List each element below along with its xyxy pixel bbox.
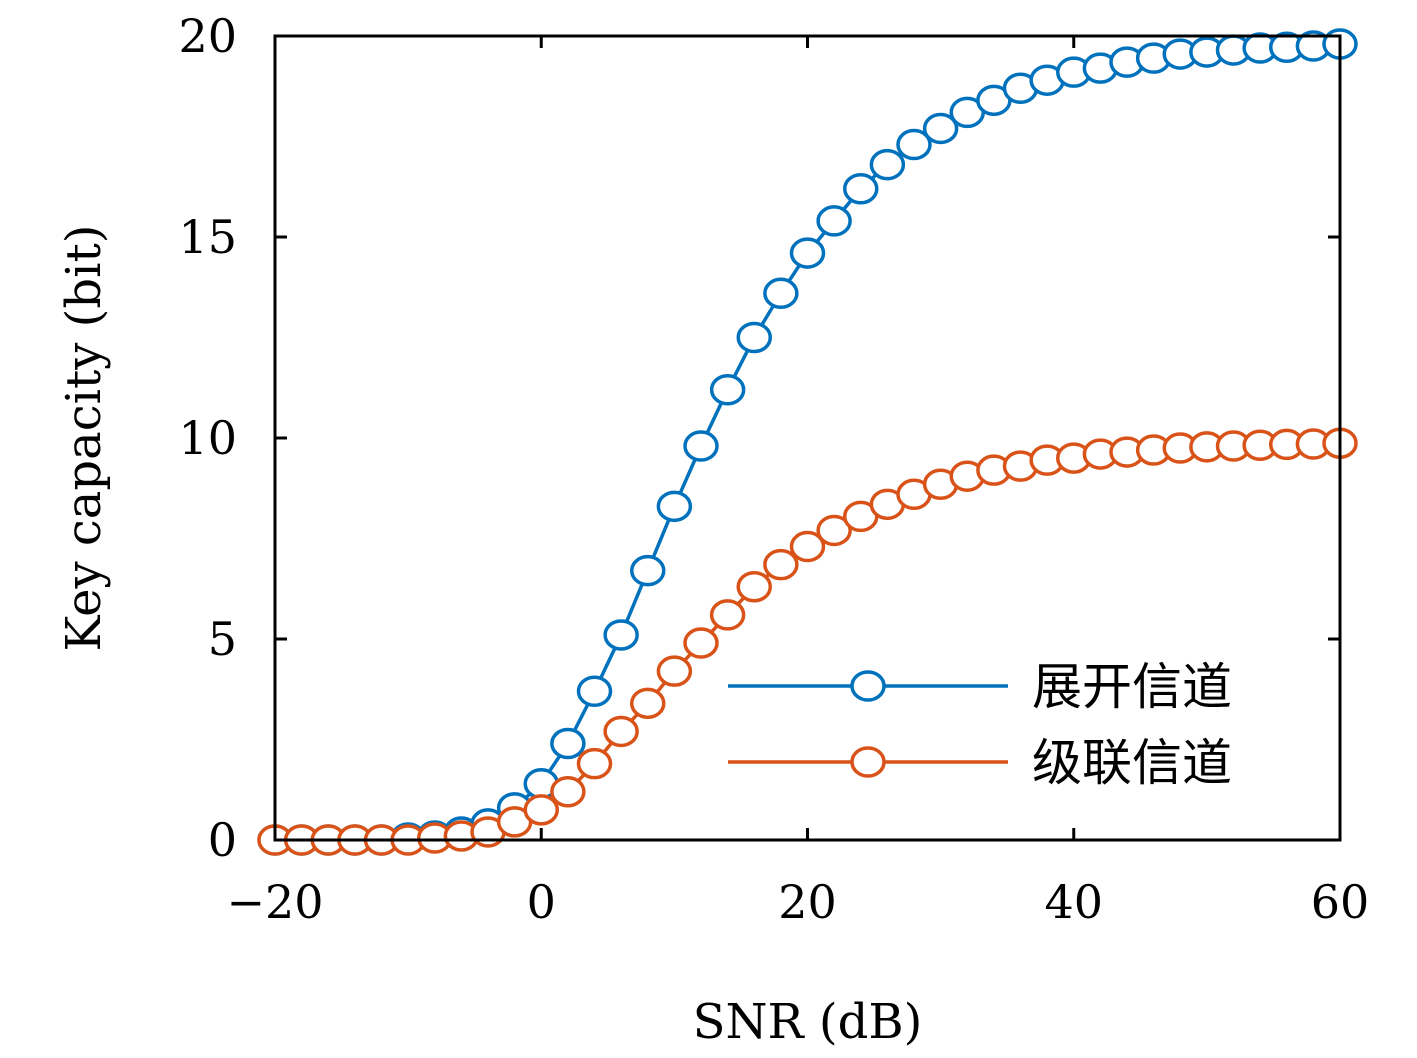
legend-label: 展开信道 <box>1032 658 1232 716</box>
data-point <box>656 490 693 523</box>
data-point <box>550 776 586 808</box>
data-point <box>816 205 852 237</box>
y-tick-label: 20 <box>178 9 237 63</box>
y-tick-label: 5 <box>208 612 237 666</box>
data-point <box>709 599 746 631</box>
x-axis-title: SNR (dB) <box>693 994 923 1050</box>
data-point <box>576 747 613 780</box>
data-point <box>630 554 666 587</box>
data-point <box>869 148 906 181</box>
x-axis: −20 0 20 40 60 <box>226 36 1369 929</box>
data-point <box>789 530 826 563</box>
x-tick-label: 60 <box>1311 875 1370 929</box>
data-point <box>683 627 719 659</box>
legend-label: 级联信道 <box>1032 734 1232 792</box>
data-point <box>736 321 772 354</box>
data-point <box>736 570 772 603</box>
x-tick-label: 40 <box>1044 875 1103 929</box>
data-point <box>896 128 932 161</box>
data-point <box>789 237 826 269</box>
legend-marker <box>850 670 886 702</box>
y-tick-label: 0 <box>208 813 237 867</box>
y-axis: 0 5 10 15 20 <box>178 9 1340 867</box>
y-tick-label: 15 <box>178 210 237 264</box>
series-layer <box>257 28 1358 856</box>
series-2 <box>257 427 1358 856</box>
plot-frame <box>273 34 1342 842</box>
data-point <box>550 727 586 760</box>
data-point <box>656 655 693 687</box>
data-point <box>709 374 746 406</box>
data-point <box>523 794 559 826</box>
x-tick-label: 20 <box>778 875 837 929</box>
data-point <box>630 687 666 720</box>
data-point <box>683 430 719 462</box>
data-point <box>576 675 613 708</box>
x-tick-label: 0 <box>527 875 556 929</box>
legend-item: 级联信道 <box>728 734 1232 792</box>
x-tick-label: −20 <box>226 875 323 929</box>
data-point <box>816 514 852 547</box>
legend-marker <box>850 746 886 778</box>
y-tick-label: 10 <box>178 411 237 465</box>
data-point <box>922 112 959 145</box>
data-point <box>843 173 879 205</box>
data-point <box>603 619 639 651</box>
data-point <box>603 715 639 748</box>
legend-item: 展开信道 <box>728 658 1232 716</box>
data-point <box>763 277 799 310</box>
y-axis-title: Key capacity (bit) <box>56 225 112 652</box>
data-point <box>763 548 799 581</box>
